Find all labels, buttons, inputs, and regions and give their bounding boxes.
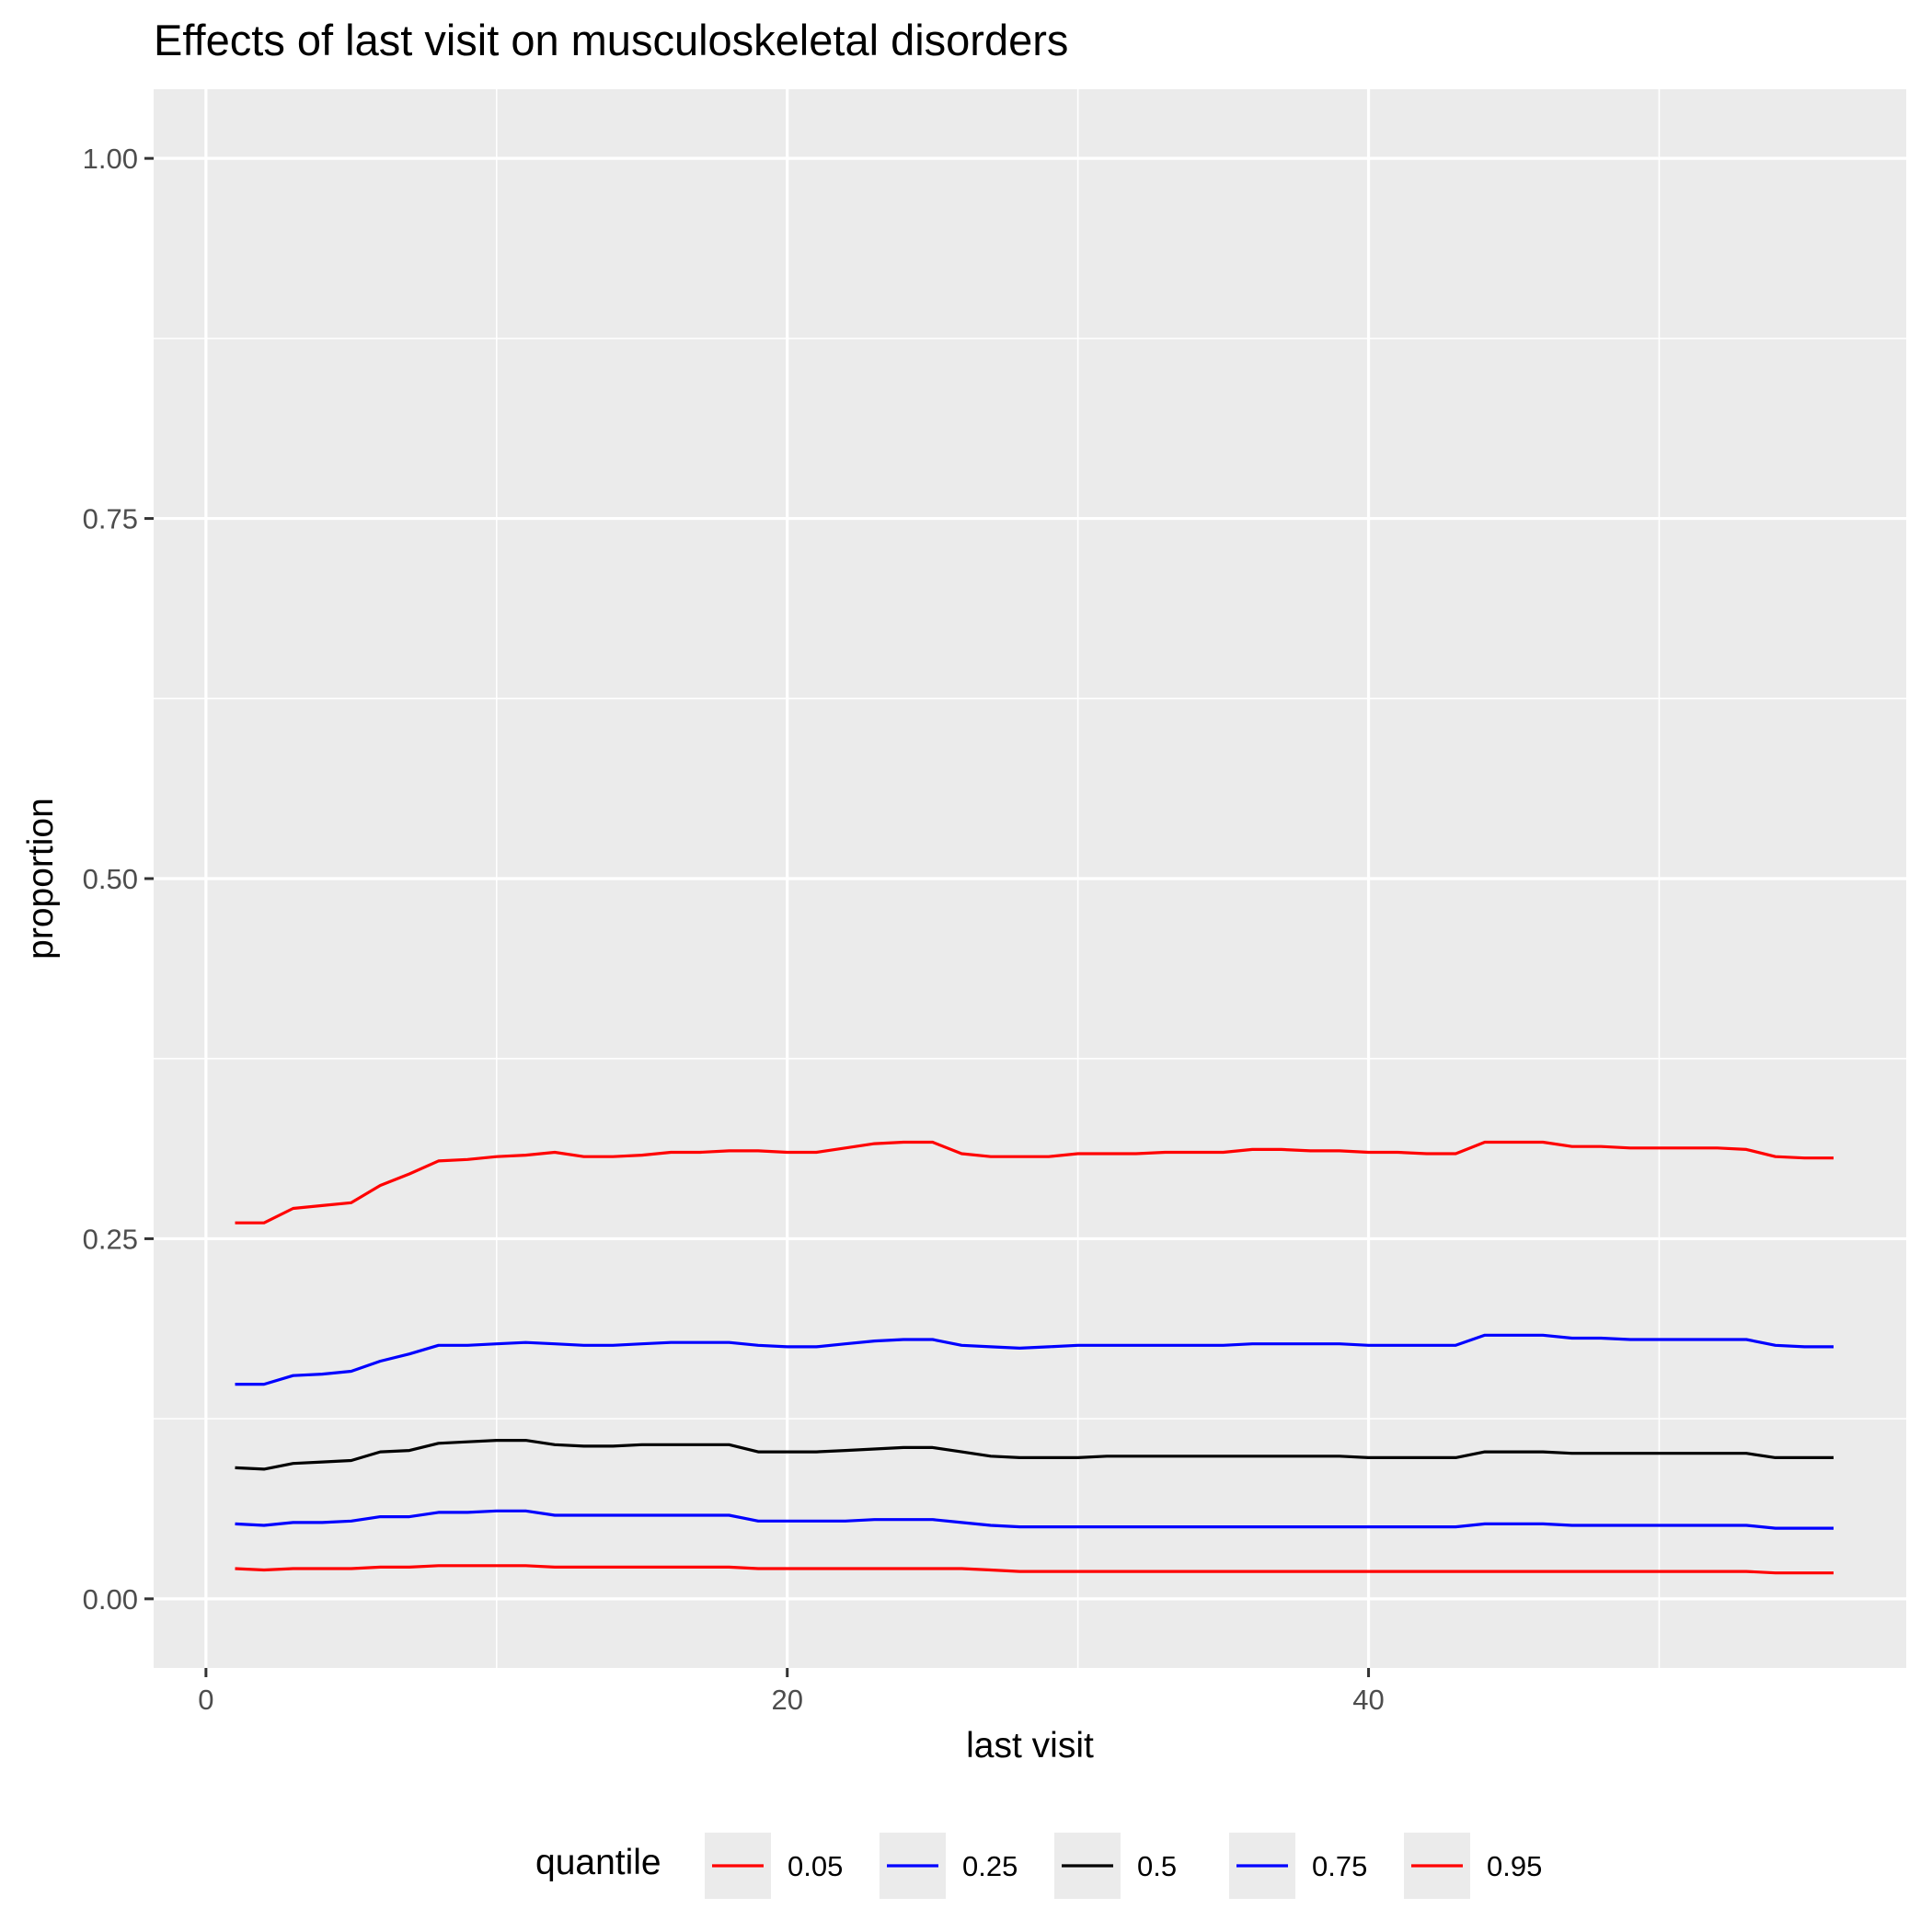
x-axis: 0 20 40	[198, 1668, 1385, 1716]
x-tick-label: 0	[198, 1684, 213, 1716]
series-line-0.25	[235, 1509, 1834, 1530]
x-axis-title: last visit	[966, 1726, 1094, 1765]
series-line-0.95	[235, 1140, 1834, 1225]
series-line-0.05	[235, 1564, 1834, 1575]
legend-label-0.25: 0.25	[962, 1850, 1018, 1882]
y-tick-label: 0.00	[83, 1583, 138, 1616]
x-tick-label: 20	[771, 1684, 802, 1716]
legend-label-0.5: 0.5	[1137, 1850, 1177, 1882]
series-lines	[235, 1140, 1834, 1575]
y-tick-label: 0.75	[83, 503, 138, 535]
chart-title: Effects of last visit on musculoskeletal…	[154, 16, 1068, 64]
y-tick-label: 0.25	[83, 1223, 138, 1255]
legend: quantile 0.05 0.25 0.5 0.75 0.95	[535, 1833, 1542, 1899]
y-tick-label: 1.00	[83, 143, 138, 175]
legend-label-0.75: 0.75	[1312, 1850, 1367, 1882]
x-tick-label: 40	[1352, 1684, 1384, 1716]
legend-title: quantile	[535, 1843, 661, 1882]
y-axis-title: proportion	[21, 798, 61, 960]
legend-label-0.05: 0.05	[788, 1850, 843, 1882]
series-line-0.75	[235, 1333, 1834, 1386]
major-gridlines	[154, 89, 1906, 1668]
legend-label-0.95: 0.95	[1487, 1850, 1542, 1882]
y-tick-label: 0.50	[83, 863, 138, 895]
y-axis: 0.00 0.25 0.50 0.75 1.00	[83, 143, 154, 1616]
series-line-0.5	[235, 1438, 1834, 1471]
